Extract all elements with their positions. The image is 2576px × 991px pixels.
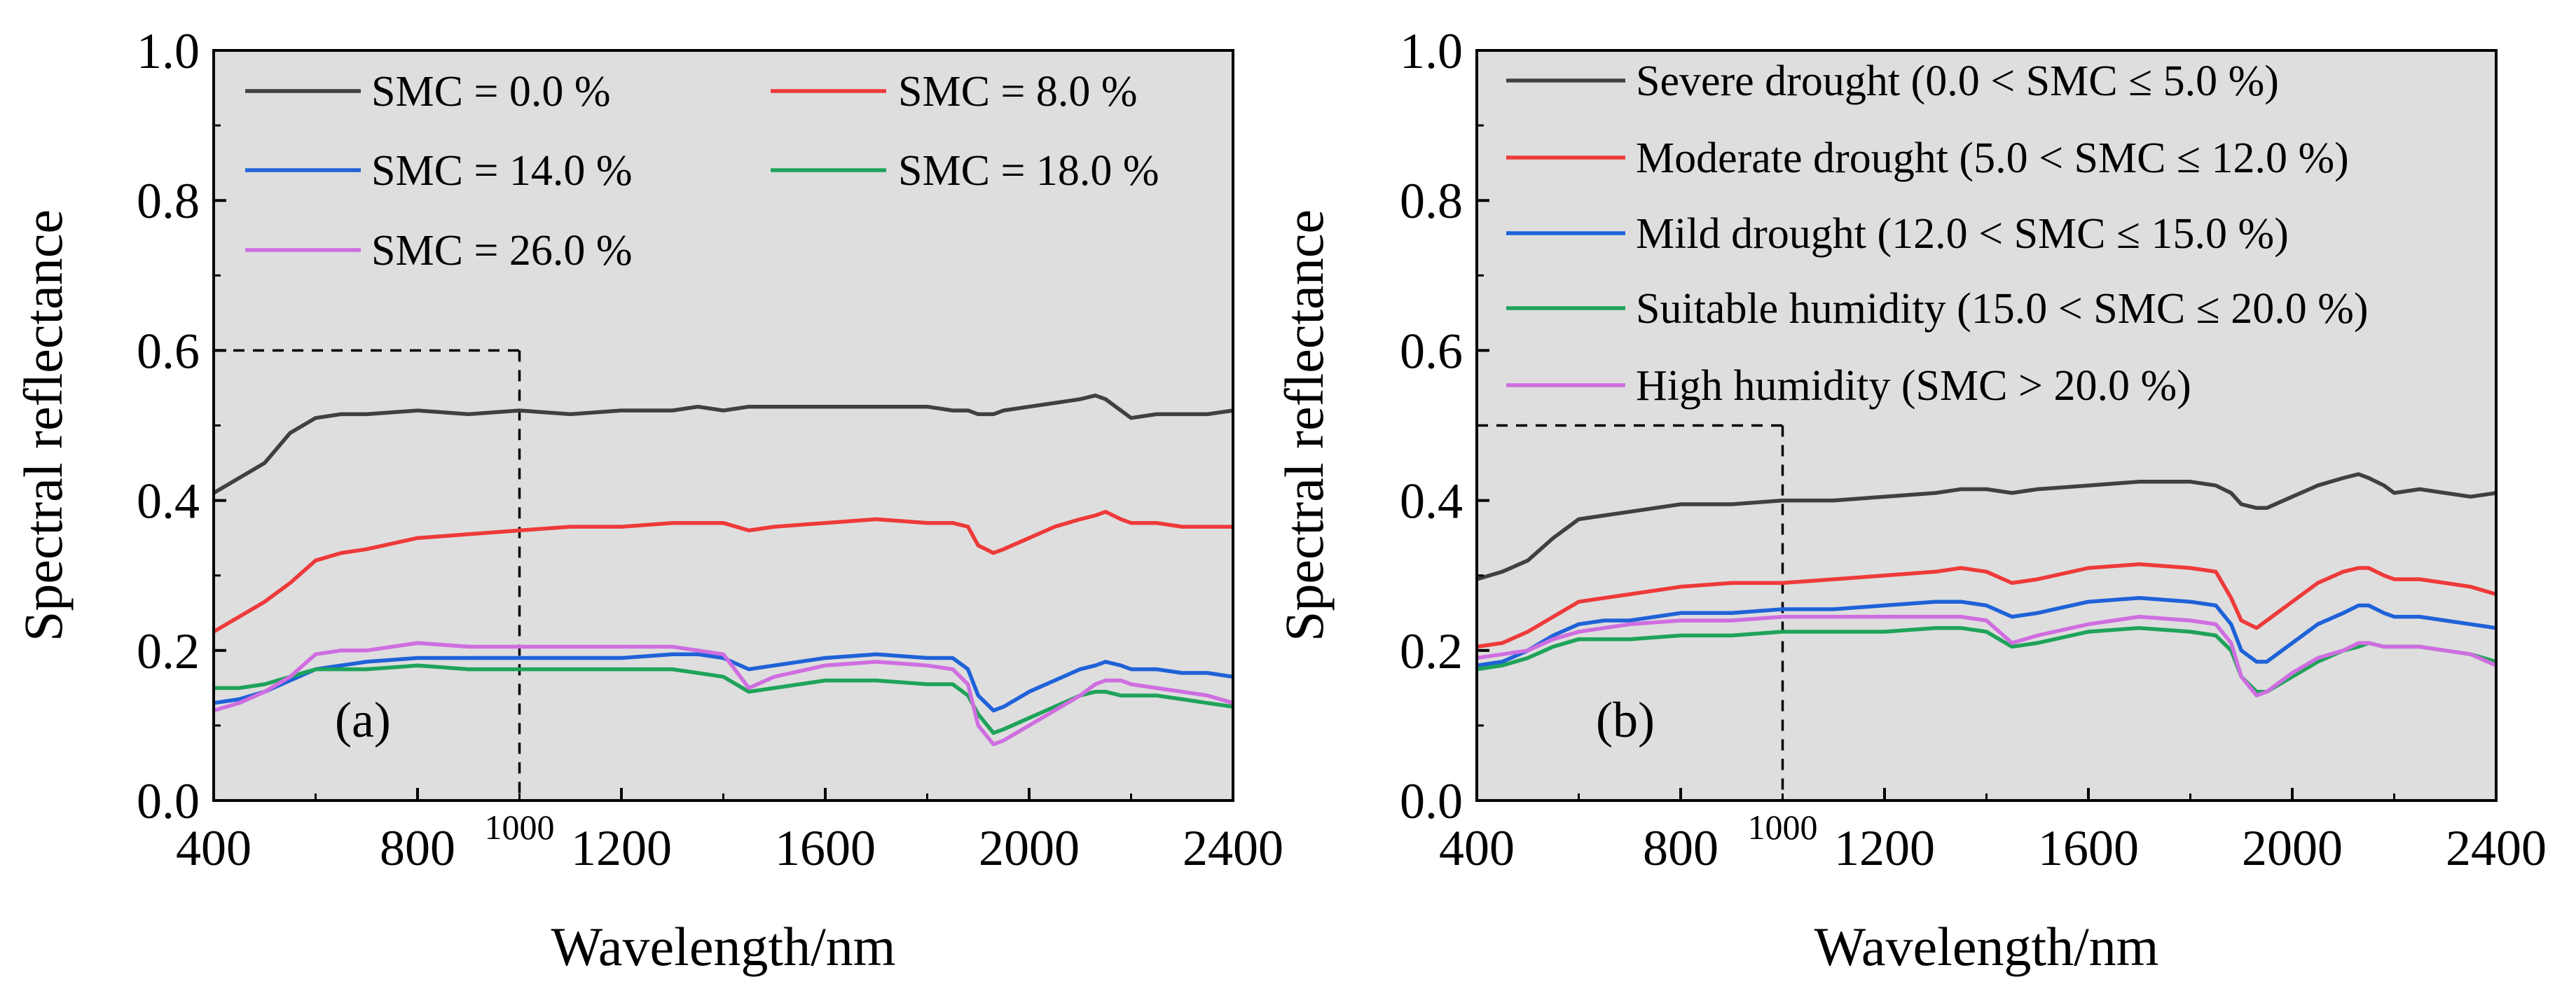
- panel-b-legend-label-1: Severe drought (0.0 < SMC ≤ 5.0 %): [1636, 57, 2279, 105]
- panel-b-label: (b): [1596, 692, 1655, 748]
- panel-a: 400 800 1200 1600 2000 2400 0.0 0.2 0.4 0.6 0.8 1.…: [13, 23, 1283, 977]
- panel-b-series-line-5: [1476, 614, 2498, 698]
- panel-b-x-tick-label: 1200: [1834, 820, 1935, 876]
- panel-b-reference-box: [1477, 424, 1784, 801]
- panel-a-series-line-3: [213, 652, 1234, 713]
- panel-b-y-tick-label: 0.4: [1400, 473, 1463, 529]
- panel-a-series-line-5: [213, 641, 1234, 747]
- panel-b-legend: Severe drought (0.0 < SMC ≤ 5.0 %) Modera…: [1506, 57, 2369, 410]
- panel-a-series-layer: [212, 393, 1234, 747]
- panel-a-extra-tick-label: 1000: [485, 808, 555, 847]
- panel-a-x-tick-label: 2400: [1183, 820, 1283, 876]
- panel-b-y-tick-label: 0.2: [1400, 623, 1463, 679]
- panel-a-legend-label-5: SMC = 26.0 %: [371, 227, 633, 275]
- panel-a-y-axis-title: Spectral reflectance: [13, 209, 74, 642]
- panel-a-x-tick-label: 1200: [571, 820, 672, 876]
- panel-b-y-ticks: 0.0 0.2 0.4 0.6 0.8 1.0: [1400, 23, 1489, 829]
- panel-b-series-layer: [1476, 472, 2498, 698]
- panel-b-y-tick-label: 0.6: [1400, 323, 1463, 379]
- panel-b-x-tick-label: 2400: [2446, 820, 2547, 876]
- panel-a-legend-label-1: SMC = 0.0 %: [371, 68, 611, 116]
- panel-b-x-ticks: 400 800 1200 1600 2000 2400: [1439, 788, 2547, 876]
- panel-b-x-axis-title: Wavelength/nm: [1814, 916, 2159, 977]
- panel-b-x-tick-label: 2000: [2242, 820, 2343, 876]
- panel-a-reference-box: [214, 349, 521, 801]
- panel-a-y-tick-label: 0.0: [137, 773, 200, 829]
- panel-a-x-axis-title: Wavelength/nm: [551, 916, 896, 977]
- panel-b-x-tick-label: 800: [1643, 820, 1719, 876]
- panel-b-legend-label-3: Mild drought (12.0 < SMC ≤ 15.0 %): [1636, 210, 2289, 258]
- panel-a-label: (a): [335, 692, 391, 748]
- panel-a-x-ticks: 400 800 1200 1600 2000 2400: [176, 788, 1283, 876]
- panel-b-series-line-3: [1476, 596, 2497, 667]
- panel-b: 400 800 1200 1600 2000 2400 0.0 0.2 0.4 0.6 0.8 1.…: [1274, 23, 2547, 977]
- panel-b-x-tick-label: 400: [1439, 820, 1515, 876]
- panel-a-y-ticks: 0.0 0.2 0.4 0.6 0.8 1.0: [137, 23, 226, 829]
- panel-a-x-tick-label: 2000: [979, 820, 1080, 876]
- panel-a-legend: SMC = 0.0 % SMC = 8.0 % SMC = 14.0 % SMC = …: [245, 68, 1159, 275]
- panel-a-x-tick-label: 400: [176, 820, 252, 876]
- panel-b-legend-label-2: Moderate drought (5.0 < SMC ≤ 12.0 %): [1636, 134, 2349, 182]
- panel-b-series-line-2: [1476, 562, 2497, 649]
- panel-b-series-line-1: [1476, 472, 2497, 581]
- panel-a-x-tick-label: 1600: [775, 820, 876, 876]
- panel-b-plot-area: [1477, 50, 2496, 801]
- panel-b-y-tick-label: 0.0: [1400, 773, 1463, 829]
- panel-b-y-tick-label: 0.8: [1400, 173, 1463, 229]
- panel-a-legend-label-2: SMC = 8.0 %: [898, 68, 1138, 116]
- panel-a-y-tick-label: 0.8: [137, 173, 200, 229]
- panel-a-y-tick-label: 0.6: [137, 323, 200, 379]
- panel-a-legend-label-3: SMC = 14.0 %: [371, 147, 633, 195]
- panel-b-legend-label-4: Suitable humidity (15.0 < SMC ≤ 20.0 %): [1636, 285, 2369, 333]
- panel-b-legend-label-5: High humidity (SMC > 20.0 %): [1636, 362, 2191, 410]
- panel-b-y-axis-title: Spectral reflectance: [1274, 209, 1335, 642]
- panel-a-y-tick-label: 0.4: [137, 473, 200, 529]
- panel-a-legend-label-4: SMC = 18.0 %: [898, 147, 1159, 195]
- panel-a-x-tick-label: 800: [380, 820, 455, 876]
- panel-b-y-tick-label: 1.0: [1400, 23, 1463, 79]
- panel-a-series-line-2: [212, 509, 1233, 634]
- panel-b-extra-tick-label: 1000: [1748, 808, 1818, 847]
- panel-a-series-line-1: [212, 393, 1234, 495]
- panel-a-series-line-4: [214, 663, 1234, 735]
- panel-b-x-tick-label: 1600: [2038, 820, 2139, 876]
- panel-a-y-tick-label: 1.0: [137, 23, 200, 79]
- panel-a-y-tick-label: 0.2: [137, 623, 200, 679]
